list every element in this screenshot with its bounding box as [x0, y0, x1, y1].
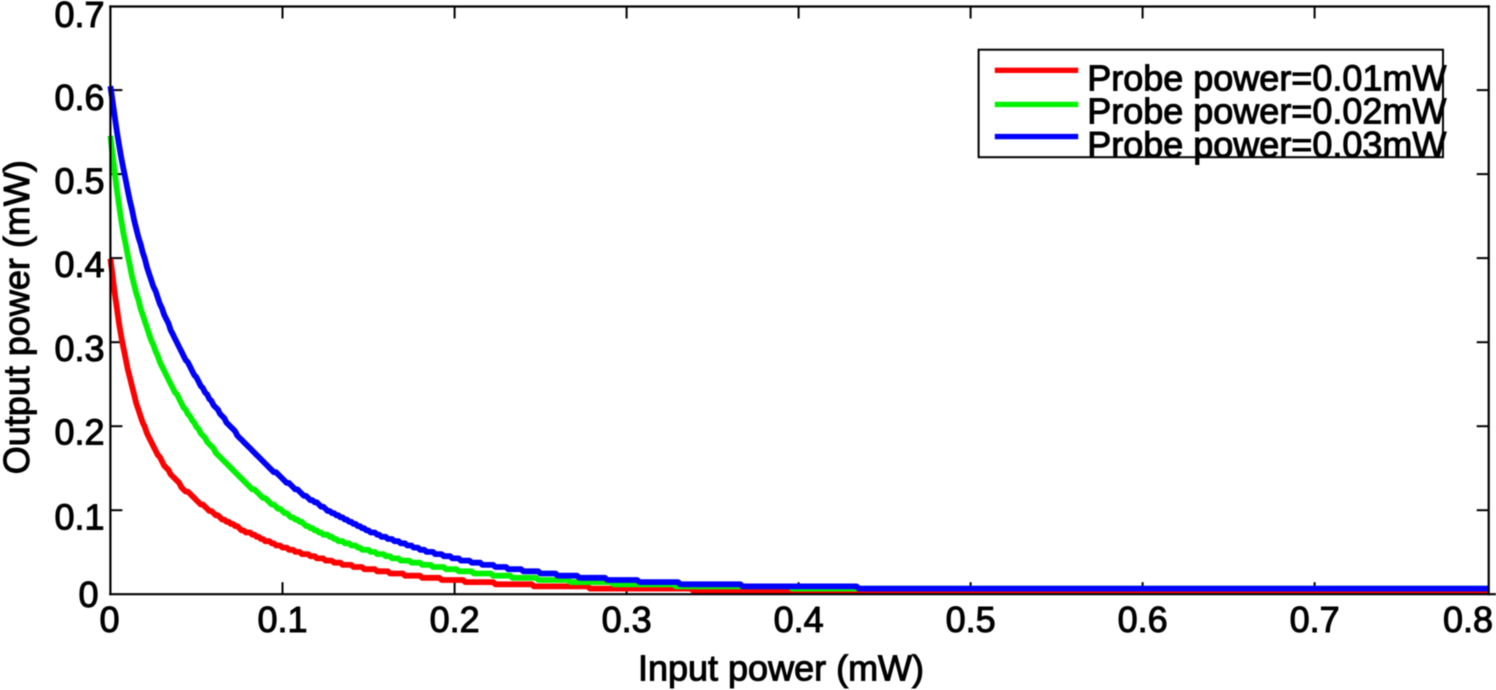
svg-text:0.5: 0.5: [54, 161, 104, 202]
svg-text:Probe power=0.02mW: Probe power=0.02mW: [1087, 91, 1446, 132]
svg-text:0.3: 0.3: [602, 599, 652, 640]
svg-text:0.4: 0.4: [54, 244, 104, 285]
svg-text:Probe power=0.03mW: Probe power=0.03mW: [1087, 124, 1446, 165]
svg-text:0.5: 0.5: [946, 599, 996, 640]
svg-text:Output power (mW): Output power (mW): [0, 160, 37, 474]
svg-text:0.2: 0.2: [54, 412, 104, 453]
svg-text:0.4: 0.4: [774, 599, 824, 640]
svg-text:0: 0: [78, 574, 98, 615]
svg-text:0.6: 0.6: [54, 77, 104, 118]
svg-text:0.7: 0.7: [54, 0, 104, 35]
svg-text:0.2: 0.2: [430, 599, 480, 640]
svg-text:0.3: 0.3: [54, 328, 104, 369]
svg-text:0.6: 0.6: [1118, 599, 1168, 640]
svg-text:0.1: 0.1: [54, 497, 104, 538]
svg-text:Input power (mW): Input power (mW): [638, 648, 924, 689]
svg-text:0.8: 0.8: [1443, 599, 1493, 640]
svg-text:0.7: 0.7: [1290, 599, 1340, 640]
svg-text:0: 0: [99, 599, 119, 640]
svg-text:Probe power=0.01mW: Probe power=0.01mW: [1087, 57, 1446, 98]
svg-text:0.1: 0.1: [257, 599, 307, 640]
